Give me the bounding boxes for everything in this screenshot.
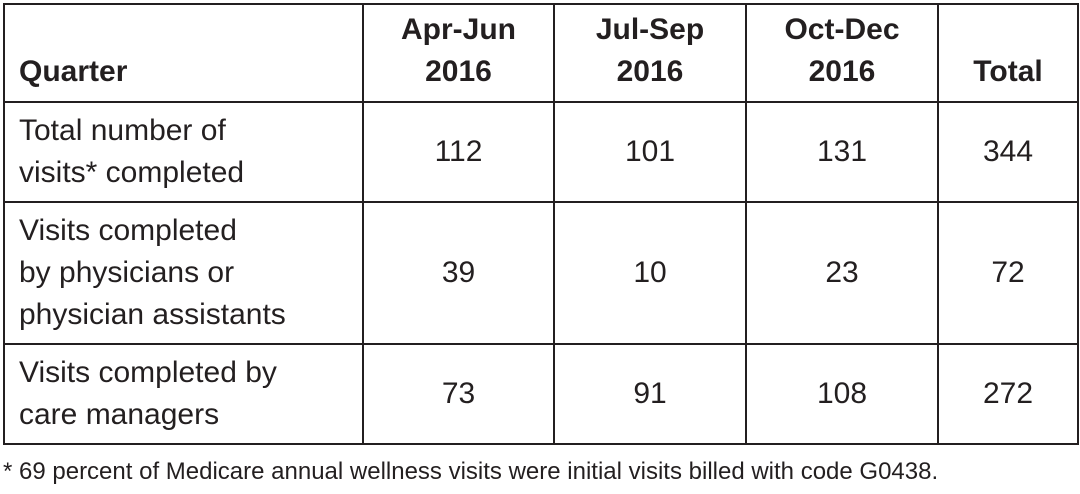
table-row: Visits completed by care managers 73 91 108… <box>3 343 1079 445</box>
row-label: Visits completed by physicians or physic… <box>3 201 364 345</box>
header-cell: Total <box>937 3 1079 103</box>
cell-value: 131 <box>745 101 939 203</box>
row-label: Total number of visits* completed <box>3 101 364 203</box>
cell-value: 101 <box>553 101 747 203</box>
cell-value: 72 <box>937 201 1079 345</box>
table-body: Total number of visits* completed 112 101 1… <box>3 101 1079 445</box>
cell-value: 272 <box>937 343 1079 445</box>
cell-value: 344 <box>937 101 1079 203</box>
header-cell: Jul-Sep 2016 <box>553 3 747 103</box>
data-table: Quarter Apr-Jun 2016 Jul-Sep 2016 Oct-De… <box>3 3 1079 445</box>
header-row: Quarter Apr-Jun 2016 Jul-Sep 2016 Oct-De… <box>3 3 1079 103</box>
table-row: Visits completed by physicians or physic… <box>3 201 1079 345</box>
cell-value: 108 <box>745 343 939 445</box>
footnote: * 69 percent of Medicare annual wellness… <box>3 458 939 485</box>
header-cell: Apr-Jun 2016 <box>362 3 555 103</box>
cell-value: 39 <box>362 201 555 345</box>
row-label: Visits completed by care managers <box>3 343 364 445</box>
cell-value: 112 <box>362 101 555 203</box>
header-cell: Oct-Dec 2016 <box>745 3 939 103</box>
header-cell: Quarter <box>3 3 364 103</box>
table-row: Total number of visits* completed 112 101 1… <box>3 101 1079 203</box>
cell-value: 23 <box>745 201 939 345</box>
cell-value: 91 <box>553 343 747 445</box>
cell-value: 10 <box>553 201 747 345</box>
cell-value: 73 <box>362 343 555 445</box>
